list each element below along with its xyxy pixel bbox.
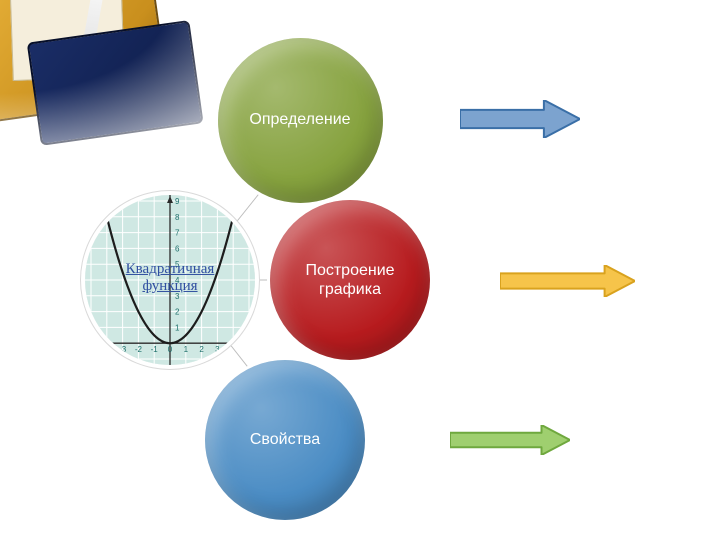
bubble-label: Определение [239,110,360,129]
svg-text:0: 0 [168,345,173,354]
central-bubble[interactable]: -4-3-2-101234123456789 Квадратичная функ… [85,195,255,365]
bubble-label: Построениеграфика [295,261,404,299]
slide: -4-3-2-101234123456789 Квадратичная функ… [0,0,720,540]
quadratic-function-link[interactable]: Квадратичная функция [85,261,255,295]
svg-text:7: 7 [175,229,180,238]
svg-text:2: 2 [175,308,180,317]
svg-text:1: 1 [175,323,180,332]
svg-text:1: 1 [184,345,189,354]
bubble-label: Свойства [240,430,330,449]
svg-text:-2: -2 [135,345,143,354]
bubble-plotting[interactable]: Построениеграфика [270,200,430,360]
svg-text:6: 6 [175,244,180,253]
bubble-definition[interactable]: Определение [218,38,383,203]
arrow-definition[interactable] [460,100,580,138]
svg-text:-1: -1 [151,345,159,354]
bubble-properties[interactable]: Свойства [205,360,365,520]
link-line2: функция [142,278,197,294]
arrow-plotting[interactable] [500,265,635,297]
link-line1: Квадратичная [126,261,215,277]
svg-text:8: 8 [175,213,180,222]
svg-text:2: 2 [199,345,204,354]
arrow-properties[interactable] [450,425,570,455]
svg-text:9: 9 [175,197,180,206]
